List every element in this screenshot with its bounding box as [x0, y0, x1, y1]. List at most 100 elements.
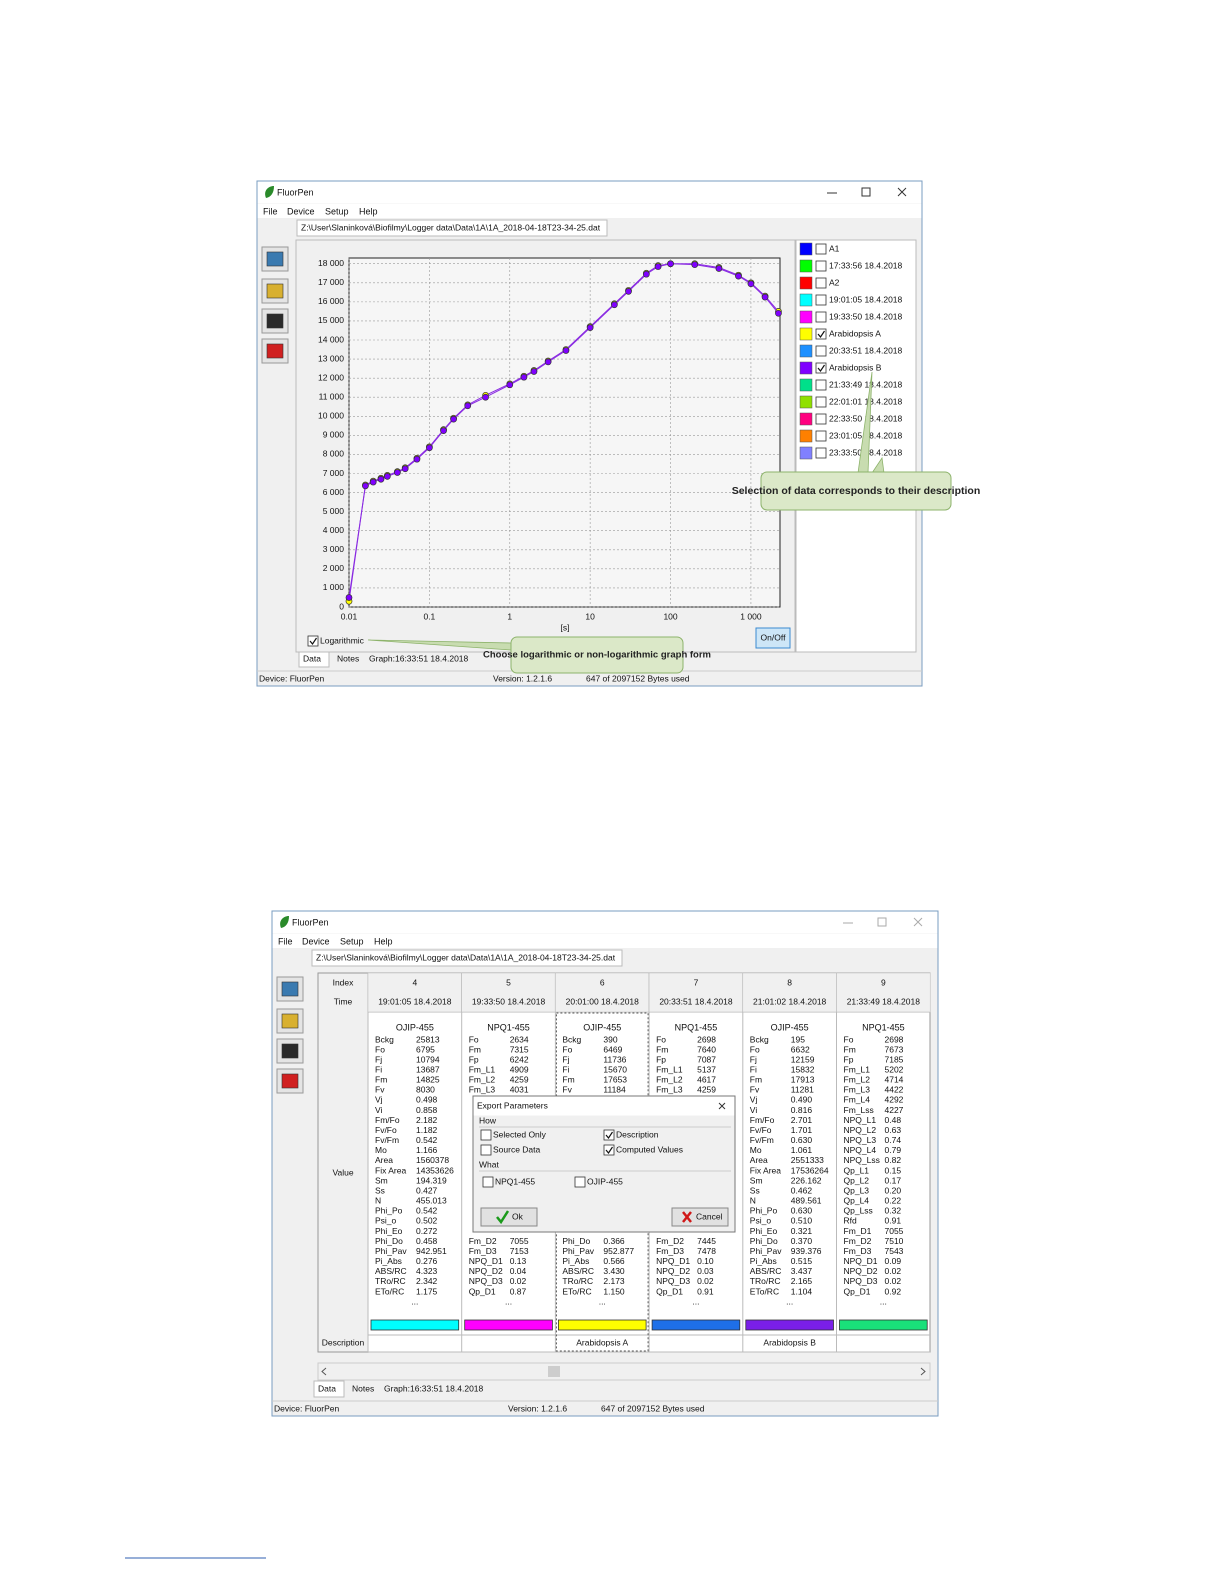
legend-checkbox[interactable]	[815, 345, 827, 357]
legend-checkbox[interactable]	[815, 243, 827, 255]
legend-label[interactable]: 20:33:51 18.4.2018	[829, 345, 903, 355]
param-value: 6632	[791, 1044, 810, 1054]
param-value: 0.542	[416, 1135, 438, 1145]
close-button[interactable]	[913, 917, 923, 927]
legend-label[interactable]: A2	[829, 277, 840, 287]
option-checkbox[interactable]	[603, 1129, 615, 1141]
scrollbar[interactable]	[317, 1362, 931, 1381]
file-tab[interactable]	[296, 219, 608, 237]
scroll-right[interactable]	[920, 1367, 926, 1376]
legend-label[interactable]: Arabidopsis B	[829, 362, 882, 372]
scroll-thumb[interactable]	[548, 1366, 560, 1377]
legend-label[interactable]: Arabidopsis A	[829, 328, 881, 338]
legend-label[interactable]: 17:33:56 18.4.2018	[829, 260, 903, 270]
legend-label[interactable]: 21:33:49 18.4.2018	[829, 379, 903, 389]
param-value: 0.630	[791, 1135, 813, 1145]
window-title: FluorPen	[292, 917, 329, 927]
legend-label[interactable]: A1	[829, 243, 840, 253]
log-label[interactable]: Logarithmic	[320, 635, 365, 645]
file-tab-label[interactable]: Z:\User\Slaninková\Biofilmy\Logger data\…	[301, 222, 601, 232]
maximize-button[interactable]	[877, 917, 887, 927]
param-name: Phi_Eo	[750, 1226, 778, 1236]
option-label[interactable]: Source Data	[493, 1144, 541, 1154]
legend-checkbox[interactable]	[815, 379, 827, 391]
menu-item[interactable]: Device	[287, 206, 315, 216]
toolbar-button[interactable]	[276, 1068, 304, 1094]
file-tab-label[interactable]: Z:\User\Slaninková\Biofilmy\Logger data\…	[316, 952, 616, 962]
option-label[interactable]: OJIP-455	[587, 1176, 623, 1186]
menu-item[interactable]: File	[278, 936, 293, 946]
param-name: Fv/Fm	[375, 1135, 399, 1145]
on-off-button[interactable]	[755, 627, 791, 649]
menu-item[interactable]: Setup	[325, 206, 349, 216]
tab[interactable]: Data	[318, 1383, 336, 1393]
y-tick-label: 1 000	[323, 582, 345, 592]
option-label[interactable]: Computed Values	[616, 1144, 683, 1154]
protocol-name: OJIP-455	[771, 1022, 809, 1032]
x-tick-label: 1 000	[740, 611, 762, 621]
dialog-close[interactable]	[718, 1102, 726, 1110]
param-value: 0.02	[885, 1276, 902, 1286]
option-label[interactable]: Description	[616, 1129, 659, 1139]
legend-checkbox[interactable]	[815, 260, 827, 272]
option-checkbox[interactable]	[480, 1129, 492, 1141]
row-label: Description	[322, 1337, 365, 1347]
cancel-label[interactable]: Cancel	[696, 1211, 723, 1221]
log-checkbox[interactable]	[307, 635, 319, 647]
legend-checkbox[interactable]	[815, 430, 827, 442]
legend-checkbox[interactable]	[815, 447, 827, 459]
cancel-button[interactable]	[671, 1207, 729, 1227]
option-checkbox[interactable]	[603, 1144, 615, 1156]
param-value: 6242	[510, 1054, 529, 1064]
maximize-button[interactable]	[861, 187, 871, 197]
param-name: Fi	[750, 1064, 757, 1074]
param-value: 0.13	[510, 1256, 527, 1266]
y-tick-label: 15 000	[318, 315, 344, 325]
ok-label[interactable]: Ok	[512, 1211, 524, 1221]
param-value: 2.342	[416, 1276, 438, 1286]
option-label[interactable]: NPQ1-455	[495, 1176, 535, 1186]
tab[interactable]: Notes	[352, 1383, 374, 1393]
menu-item[interactable]: Setup	[340, 936, 364, 946]
param-value: 0.17	[885, 1175, 902, 1185]
on-off-label[interactable]: On/Off	[761, 632, 787, 642]
menu-item[interactable]: Help	[374, 936, 393, 946]
file-tab[interactable]	[311, 949, 623, 967]
option-label[interactable]: Selected Only	[493, 1129, 547, 1139]
param-name: Fo	[750, 1044, 760, 1054]
close-button[interactable]	[897, 187, 907, 197]
param-value: 0.510	[791, 1216, 813, 1226]
tab[interactable]: Notes	[337, 653, 359, 663]
legend-checkbox[interactable]	[815, 294, 827, 306]
param-name: Fm_L2	[844, 1075, 871, 1085]
tab[interactable]: Graph:16:33:51 18.4.2018	[384, 1383, 484, 1393]
menu-item[interactable]: File	[263, 206, 278, 216]
param-value: 0.32	[885, 1206, 902, 1216]
data-point	[440, 427, 447, 434]
legend-checkbox[interactable]	[815, 362, 827, 374]
legend-label[interactable]: 22:01:01 18.4.2018	[829, 396, 903, 406]
param-name: NPQ_D1	[656, 1256, 690, 1266]
color-bar	[558, 1319, 647, 1331]
legend-label[interactable]: 19:01:05 18.4.2018	[829, 294, 903, 304]
more-indicator: ...	[692, 1296, 699, 1306]
tab[interactable]: Graph:16:33:51 18.4.2018	[369, 653, 469, 663]
option-checkbox[interactable]	[482, 1176, 494, 1188]
menu-item[interactable]: Device	[302, 936, 330, 946]
scroll-left[interactable]	[321, 1367, 327, 1376]
param-value: 2.182	[416, 1115, 438, 1125]
option-checkbox[interactable]	[574, 1176, 586, 1188]
param-name: Fm_L3	[656, 1085, 683, 1095]
menu-item[interactable]: Help	[359, 206, 378, 216]
tab[interactable]: Data	[303, 653, 321, 663]
y-tick-label: 18 000	[318, 258, 344, 268]
ok-button[interactable]	[480, 1207, 538, 1227]
option-checkbox[interactable]	[480, 1144, 492, 1156]
legend-checkbox[interactable]	[815, 328, 827, 340]
legend-checkbox[interactable]	[815, 396, 827, 408]
legend-checkbox[interactable]	[815, 413, 827, 425]
legend-label[interactable]: 19:33:50 18.4.2018	[829, 311, 903, 321]
legend-checkbox[interactable]	[815, 311, 827, 323]
legend-checkbox[interactable]	[815, 277, 827, 289]
